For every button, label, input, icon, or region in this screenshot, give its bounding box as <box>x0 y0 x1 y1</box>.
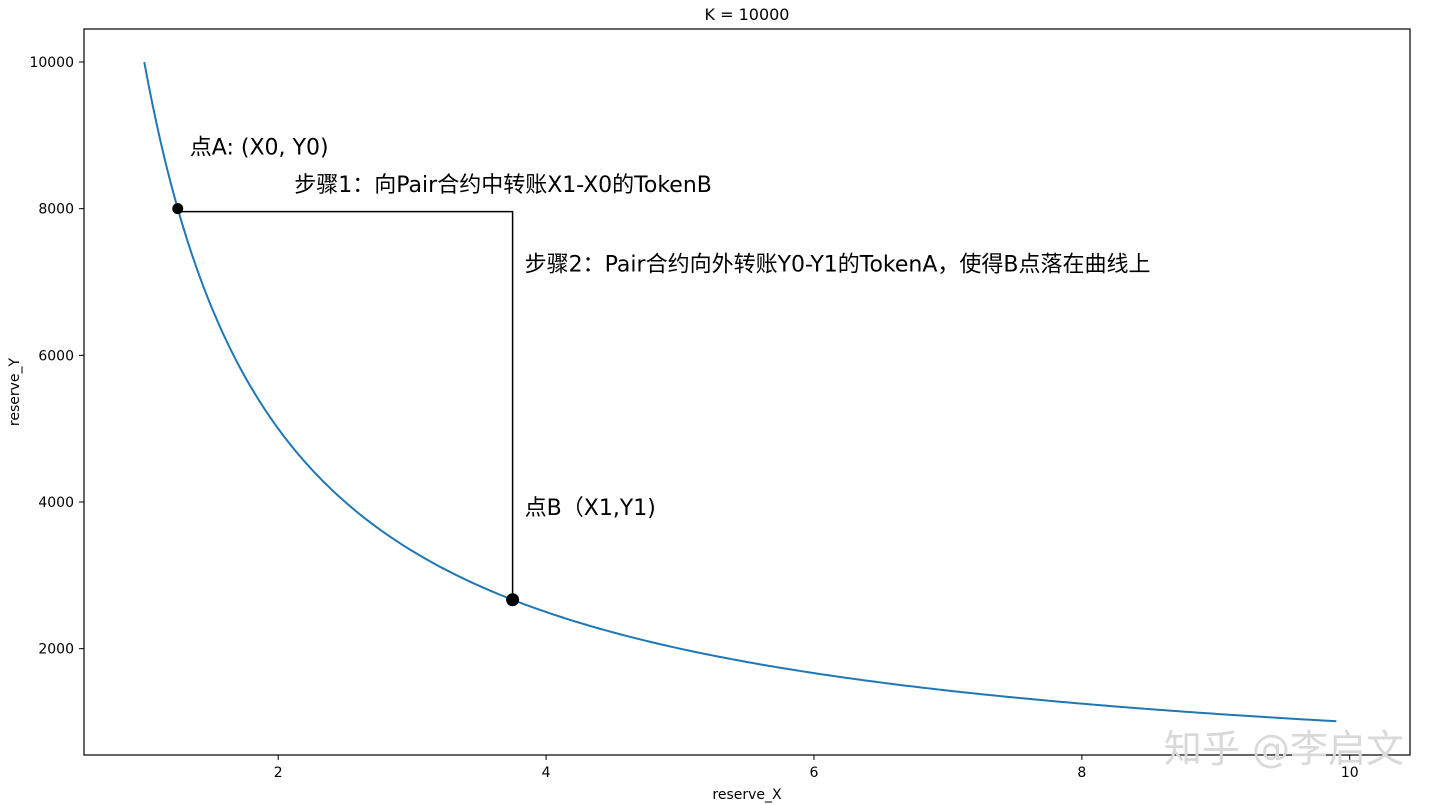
x-tick-label: 10 <box>1341 765 1359 781</box>
step2-label: 步骤2：Pair合约向外转账Y0-Y1的TokenA，使得B点落在曲线上 <box>525 253 1151 278</box>
axes-frame <box>83 28 1411 756</box>
point-a-label: 点A: (X0, Y0) <box>190 135 329 160</box>
x-axis-label: reserve_X <box>712 787 782 803</box>
y-tick-label: 8000 <box>38 202 74 218</box>
x-tick-label: 2 <box>274 765 283 781</box>
point-b-label: 点B（X1,Y1) <box>525 496 656 521</box>
watermark: 知乎 @李启文 <box>1164 727 1404 771</box>
data-points <box>172 203 520 607</box>
axis-ticks: 2 4 6 8 10 2000 4000 6000 8000 10000 <box>29 55 1358 781</box>
step-connector-line <box>177 210 514 600</box>
annotations: 点A: (X0, Y0) 步骤1：向Pair合约中转账X1-X0的TokenB 步骤… <box>190 135 1151 521</box>
x-tick-label: 6 <box>810 765 819 781</box>
y-tick-label: 10000 <box>29 55 74 71</box>
y-axis-label: reserve_Y <box>7 357 23 426</box>
x-tick-label: 4 <box>542 765 551 781</box>
reserve-curve-line <box>143 61 1337 723</box>
y-tick-label: 6000 <box>38 348 74 364</box>
x-tick-label: 8 <box>1077 765 1086 781</box>
point-b-marker <box>506 593 520 607</box>
step1-label: 步骤1：向Pair合约中转账X1-X0的TokenB <box>294 173 712 198</box>
chart-title: K = 10000 <box>705 5 790 24</box>
y-tick-label: 2000 <box>38 642 74 658</box>
point-a-marker <box>172 203 184 215</box>
y-tick-label: 4000 <box>38 495 74 511</box>
